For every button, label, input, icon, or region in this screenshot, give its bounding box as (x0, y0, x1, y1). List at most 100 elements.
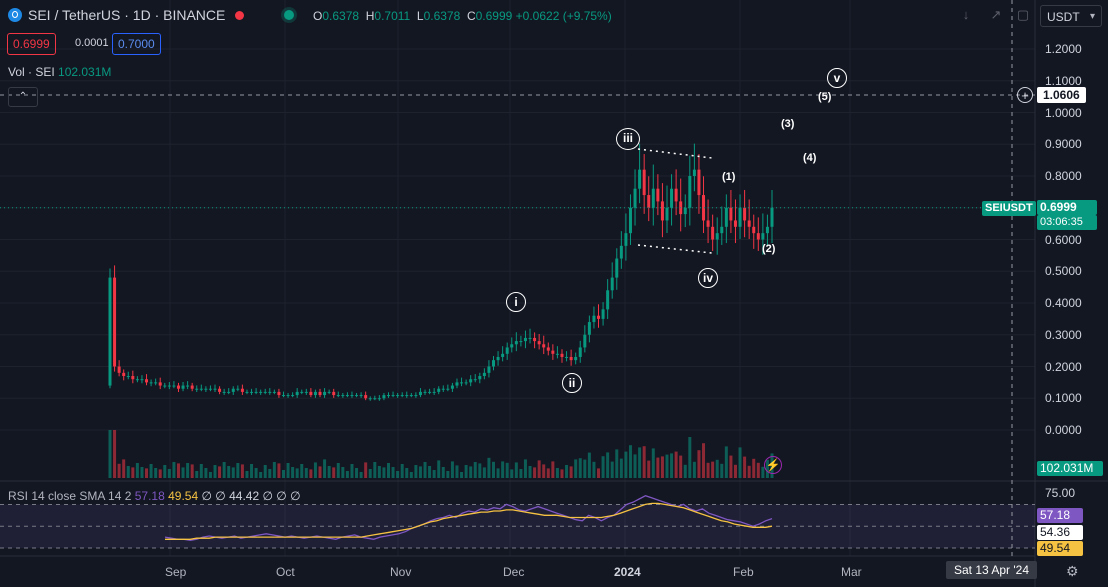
candle-body (423, 391, 427, 393)
sell-button[interactable]: 0.6999 (7, 33, 56, 55)
volume-bar (318, 466, 322, 478)
candle-body (204, 388, 208, 390)
candle-body (400, 395, 404, 397)
volume-bar (473, 462, 477, 478)
fullscreen-icon[interactable]: ↗ (990, 7, 1002, 22)
volume-bar (236, 463, 240, 478)
volume-bar (460, 472, 464, 478)
candle-body (460, 382, 464, 384)
candle-body (313, 391, 317, 396)
volume-bar (250, 464, 254, 478)
volume-bar (528, 466, 532, 478)
volume-bar (519, 469, 523, 478)
candle-body (692, 169, 696, 176)
volume-bar (386, 463, 390, 478)
wave-label-iii[interactable]: iii (616, 128, 640, 150)
candle-body (697, 169, 701, 196)
price-axis-label: 0.0000 (1045, 423, 1082, 437)
candle-body (391, 395, 395, 397)
candle-body (455, 382, 459, 386)
candle-body (542, 344, 546, 348)
candle-body (409, 395, 413, 397)
volume-bar (204, 468, 208, 478)
candle-body (546, 347, 550, 351)
volume-bar (752, 458, 756, 478)
volume-bar (323, 459, 327, 478)
wave-label-3[interactable]: (3) (781, 118, 795, 130)
candle-body (113, 277, 117, 367)
crosshair-price-tag: 1.0606 (1037, 87, 1086, 103)
candle-body (441, 388, 445, 390)
candle-body (295, 391, 299, 396)
collapse-legend-button[interactable]: ⌃ (8, 87, 38, 107)
candle-body (711, 226, 715, 240)
volume-bar (565, 465, 569, 478)
wave-label-ii[interactable]: ii (562, 373, 582, 393)
wave-label-4[interactable]: (4) (803, 152, 817, 164)
candle-body (208, 388, 212, 390)
rsi-mid-badge: 54.36 (1037, 525, 1083, 540)
volume-bar (720, 463, 724, 478)
wave-label-2[interactable]: (2) (762, 243, 776, 255)
volume-bar (574, 459, 578, 478)
candle-body (108, 277, 112, 386)
volume-bar (227, 466, 231, 478)
volume-bar (583, 459, 587, 478)
candle-body (355, 395, 359, 397)
candle-body (492, 360, 496, 367)
wave-label-1[interactable]: (1) (722, 171, 736, 183)
volume-bar (432, 470, 436, 478)
currency-select[interactable]: USDT ▾ (1040, 5, 1102, 27)
candle-body (336, 395, 340, 397)
symbol-header[interactable]: SEI / TetherUS · 1D · BINANCE (8, 7, 245, 23)
candle-body (437, 388, 441, 392)
candle-body (172, 385, 176, 387)
volume-bar (186, 463, 190, 478)
candle-body (145, 379, 149, 383)
volume-bar (396, 471, 400, 478)
download-arrow-icon[interactable]: ↓ (962, 7, 970, 22)
wave-label-5[interactable]: (5) (818, 91, 832, 103)
volume-bar (533, 467, 537, 478)
volume-bar (514, 462, 518, 478)
volume-bar (373, 462, 377, 478)
candle-body (560, 353, 564, 357)
candle-body (660, 201, 664, 221)
volume-bar (670, 453, 674, 478)
lightning-icon[interactable]: ⚡ (764, 456, 782, 474)
candle-body (615, 258, 619, 278)
candle-body (364, 395, 368, 399)
wave-label-i[interactable]: i (506, 292, 526, 312)
snapshot-icon[interactable]: ▢ (1016, 7, 1030, 22)
volume-bar (674, 451, 678, 478)
add-alert-icon[interactable]: + (1017, 87, 1033, 103)
candle-body (642, 169, 646, 196)
candle-body (487, 366, 491, 373)
volume-bar (510, 469, 514, 478)
candle-body (555, 353, 559, 355)
volume-bar (487, 457, 491, 478)
volume-bar (240, 464, 244, 478)
price-axis-label: 0.3000 (1045, 327, 1082, 342)
candle-body (131, 376, 135, 380)
candle-body (158, 382, 162, 386)
volume-bar (327, 466, 331, 478)
buy-button[interactable]: 0.7000 (112, 33, 161, 55)
wave-label-iv[interactable]: iv (698, 268, 718, 288)
volume-bar (615, 449, 619, 478)
time-label: Sep (165, 565, 187, 579)
candle-body (195, 388, 199, 390)
rsi-value-badge: 57.18 (1037, 508, 1083, 523)
candle-body (743, 207, 747, 221)
settings-gear-icon[interactable]: ⚙ (1066, 563, 1079, 579)
volume-bar (628, 445, 632, 478)
volume-bar (359, 472, 363, 478)
volume-bar (108, 430, 112, 478)
candle-body (149, 382, 153, 384)
wave-label-v[interactable]: v (827, 68, 847, 88)
volume-bar (332, 467, 336, 478)
volume-bar (656, 457, 660, 478)
time-label: Nov (390, 565, 412, 579)
candle-body (418, 391, 422, 396)
